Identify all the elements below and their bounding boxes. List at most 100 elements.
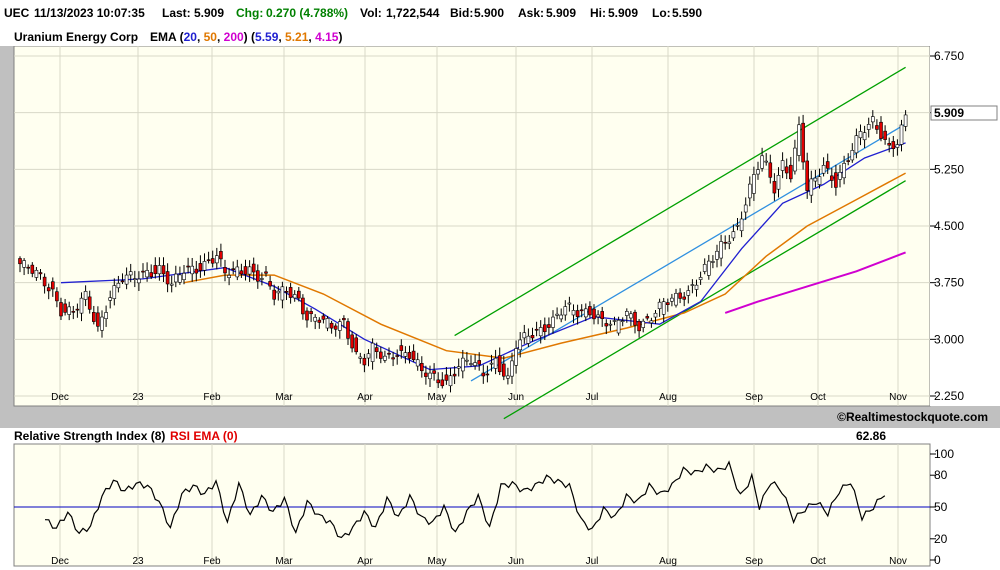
candle-up <box>169 283 174 286</box>
candle-up <box>493 357 498 369</box>
candle-down <box>387 352 391 355</box>
candle-down <box>321 315 326 320</box>
candle-up <box>747 183 752 199</box>
candle-up <box>227 275 231 278</box>
ema-legend-close: ) <box>244 30 248 44</box>
ema-legend-sep: , <box>217 30 224 44</box>
candle-up <box>145 270 149 278</box>
price-tick-label: 2.250 <box>934 389 964 403</box>
candle-up <box>116 282 121 289</box>
rsi-x-tick-label: Jun <box>508 556 524 567</box>
rsi-x-tick-label: Jul <box>586 556 599 567</box>
candle-up <box>276 290 281 294</box>
candle-up <box>899 124 904 145</box>
ema-legend-sep: , <box>197 30 204 44</box>
candle-down <box>354 337 359 353</box>
channel-lower-line <box>503 180 906 420</box>
rsi-x-tick-label: 23 <box>132 556 144 567</box>
last-price-box <box>930 105 998 121</box>
candle-up <box>415 359 420 367</box>
candle-up <box>182 272 186 280</box>
candle-down <box>633 311 637 326</box>
candle-up <box>743 204 748 213</box>
candle-up <box>456 366 461 369</box>
candle-down <box>374 347 379 353</box>
candle-down <box>419 363 424 372</box>
candle-up <box>620 320 625 322</box>
candle-down <box>26 266 31 269</box>
candle-down <box>243 266 248 275</box>
price-x-tick-label: 23 <box>132 392 144 403</box>
candle-up <box>292 294 297 299</box>
ema-legend-sep: , <box>278 30 285 44</box>
price-x-tick-label: Dec <box>51 392 69 403</box>
candle-down <box>59 302 63 317</box>
candle-down <box>120 280 125 283</box>
ema-legend-label: EMA <box>150 30 177 44</box>
candle-down <box>768 162 773 178</box>
candle-up <box>690 284 695 286</box>
rsi-x-axis: Dec 23 Feb Mar Apr May Jun Jul Aug Sep Oct Nov <box>51 556 907 567</box>
candle-up <box>465 359 469 362</box>
rsi-tick-label: 50 <box>934 500 948 514</box>
chg-value: 0.270 (4.788%) <box>266 6 349 20</box>
rsi-x-tick-label: Nov <box>889 556 907 567</box>
candle-up <box>67 306 71 315</box>
candle-up <box>571 310 576 316</box>
quote-datetime: 11/13/2023 10:07:35 <box>34 6 145 20</box>
rsi-line <box>44 460 886 539</box>
candle-down <box>231 268 235 270</box>
candle-up <box>821 165 826 174</box>
price-x-tick-label: Jul <box>586 392 599 403</box>
candle-up <box>358 356 363 359</box>
ema-period-200: 200 <box>224 30 244 44</box>
last-price-tag: 5.909 <box>930 105 998 121</box>
candle-down <box>255 270 260 282</box>
ask-label: Ask: <box>518 6 545 20</box>
candle-up <box>862 132 867 141</box>
rsi-series <box>14 460 930 539</box>
candle-down <box>678 292 682 299</box>
candle-down <box>342 318 346 321</box>
candle-down <box>452 373 457 377</box>
candle-up <box>653 312 658 318</box>
candle-down <box>436 379 441 384</box>
candle-up <box>551 316 555 328</box>
candle-up <box>124 274 129 285</box>
candle-up <box>469 363 473 365</box>
candle-up <box>698 277 703 280</box>
lo-label: Lo: <box>652 6 671 20</box>
rsi-x-tick-label: Apr <box>357 556 373 567</box>
candle-up <box>850 150 855 161</box>
candle-up <box>797 124 801 156</box>
price-x-tick-label: Sep <box>745 392 763 403</box>
candle-down <box>284 291 289 293</box>
candle-down <box>887 143 892 146</box>
candle-up <box>870 116 875 123</box>
candle-up <box>817 176 822 185</box>
rsi-x-tick-label: May <box>428 556 447 567</box>
price-tick-label: 4.500 <box>934 219 964 233</box>
price-tick-label: 6.750 <box>934 49 964 63</box>
candle-up <box>694 284 699 290</box>
ema-legend-sep: , <box>308 30 315 44</box>
candle-down <box>805 160 810 191</box>
ema-values-close: ) <box>338 30 342 44</box>
candle-up <box>260 278 264 280</box>
candle-down <box>194 268 199 274</box>
candle-up <box>715 250 719 260</box>
rsi-current-value: 62.86 <box>856 429 886 443</box>
hi-label: Hi: <box>590 6 606 20</box>
candle-up <box>538 327 543 337</box>
candle-up <box>809 178 814 196</box>
price-grid <box>14 55 930 397</box>
candle-up <box>670 297 674 302</box>
candle-down <box>407 352 412 359</box>
ema-value-50: 5.21 <box>285 30 309 44</box>
candle-up <box>583 308 588 318</box>
price-tick-label: 3.750 <box>934 276 964 290</box>
vol-value: 1,722,544 <box>386 6 440 20</box>
candle-down <box>206 259 211 262</box>
candle-up <box>739 218 744 232</box>
rsi-ema-label: RSI EMA (0) <box>170 429 238 443</box>
